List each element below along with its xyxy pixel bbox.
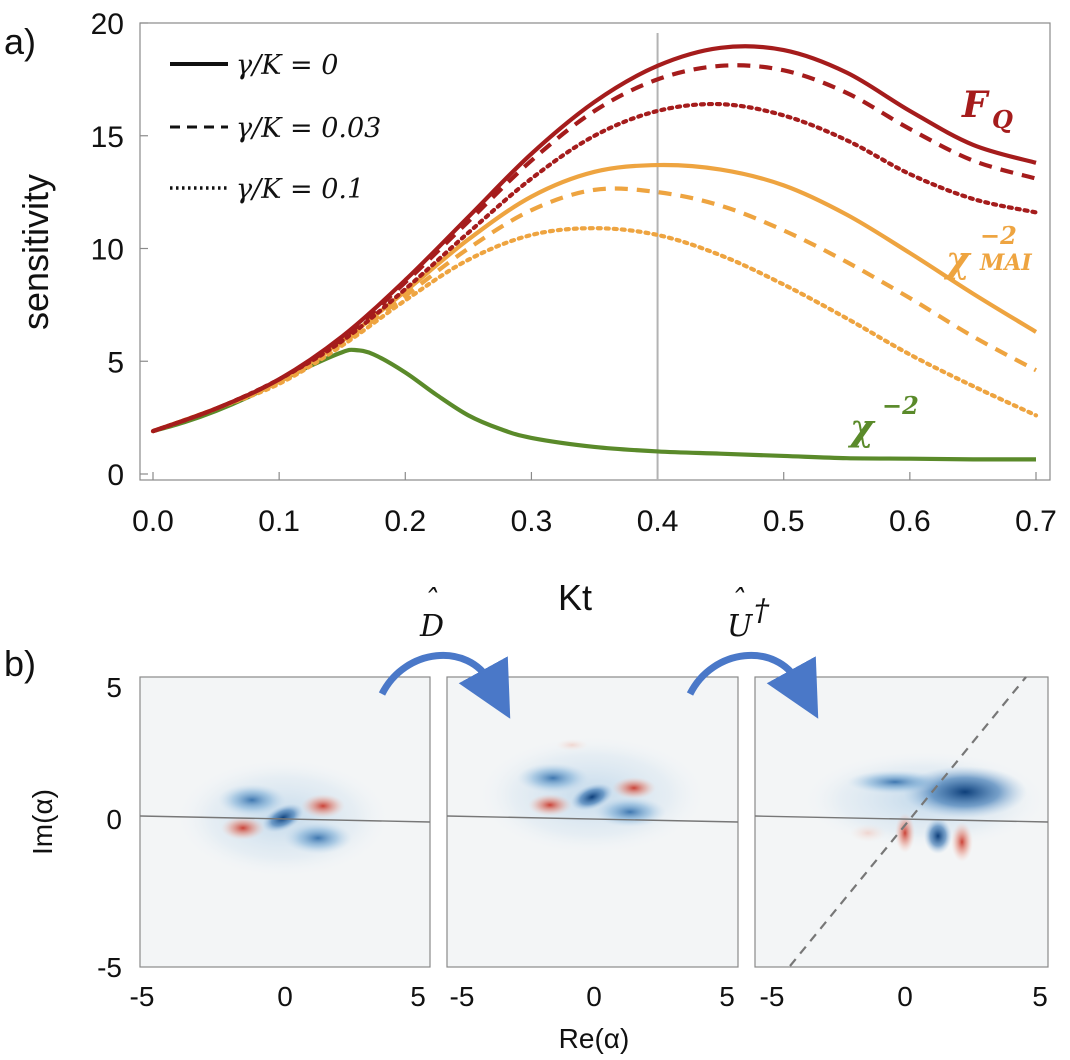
- b1-x-tick-left: -5: [130, 981, 155, 1012]
- x-tick-label: 0.1: [258, 505, 300, 538]
- operator-d-hat: ˆ: [423, 584, 438, 619]
- b3-x-tick-right: 5: [1032, 981, 1048, 1012]
- operator-u-letter: U: [727, 609, 754, 644]
- panel-3-faint-lobe: [850, 824, 886, 842]
- b-y-tick-bottom: -5: [97, 952, 122, 983]
- arrow-d-curve: [378, 651, 511, 719]
- plot-frame: [139, 22, 1051, 481]
- panel-2-red-lobe-left: [528, 794, 572, 816]
- panel-3-red-lobe-right: [951, 822, 973, 862]
- b1-x-tick-right: 5: [410, 981, 426, 1012]
- panel-1-center-lobe: [262, 803, 304, 833]
- series-label-chi: χ −2: [847, 391, 919, 449]
- panel-3-red-lobe-left: [895, 813, 915, 853]
- x-tick-label: 0.0: [132, 505, 174, 538]
- panel-2-faint-lobe: [556, 739, 588, 751]
- x-axis-title: Kt: [558, 577, 592, 618]
- series-line-fq-solid: [152, 44, 1037, 434]
- x-tick-label: 0.3: [511, 505, 553, 538]
- operator-arrow-d: D ˆ: [378, 584, 511, 719]
- panel-a-label: a): [4, 21, 36, 62]
- panel-1-red-lobe-right: [301, 794, 345, 818]
- b-y-tick-mid: 0: [106, 804, 122, 835]
- wigner-panels: D ˆ U ˆ † 5 0 -5 -5 0 5 -5 0 5 -5 0 5 Re…: [27, 584, 1049, 1054]
- operator-d-letter: D: [419, 609, 444, 644]
- mai-label-sup: −2: [980, 221, 1017, 250]
- b2-x-tick-left: -5: [450, 981, 475, 1012]
- panel-2-center-lobe: [570, 783, 614, 811]
- x-tick-label: 0.7: [1015, 505, 1057, 538]
- panel-3-dashed-diagonal: [789, 676, 1027, 967]
- b2-x-tick-mid: 0: [586, 981, 602, 1012]
- y-tick-label: 0: [107, 459, 124, 492]
- panel-2-blue-lobe-upper: [517, 763, 589, 793]
- fq-label-sub: Q: [992, 105, 1013, 134]
- panel-2-axis-line: [446, 815, 739, 823]
- b3-x-tick-mid: 0: [897, 981, 913, 1012]
- x-tick-label: 0.2: [384, 505, 426, 538]
- panel-1-blue-lobe-lower: [284, 822, 352, 854]
- panel-1-blue-lobe-upper: [218, 784, 286, 816]
- operator-u-dagger: †: [754, 593, 770, 628]
- y-tick-label: 15: [91, 121, 124, 154]
- panel-3-axis-line: [754, 815, 1049, 823]
- series-label-fq: F Q: [961, 84, 1013, 134]
- series-line-mai-dotted: [150, 226, 1039, 434]
- wigner-panel-3: [754, 676, 1049, 968]
- legend-dashed-label: γ/K = 0.03: [236, 113, 381, 144]
- axis-ticks: 0.0 0.1 0.2 0.3 0.4 0.5 0.6 0.7 0 5 10 15 20: [91, 8, 1057, 538]
- operator-arrow-u: U ˆ †: [686, 584, 819, 719]
- b1-x-tick-mid: 0: [277, 981, 293, 1012]
- wigner-panel-2: [446, 676, 739, 968]
- b2-x-tick-right: 5: [719, 981, 735, 1012]
- series-label-mai: χ −2 MAI: [943, 221, 1032, 281]
- operator-u-hat: ˆ: [730, 584, 745, 619]
- x-tick-label: 0.5: [763, 505, 805, 538]
- sensitivity-chart: 0.0 0.1 0.2 0.3 0.4 0.5 0.6 0.7 0 5 10 15 20 Kt sens…: [15, 8, 1057, 618]
- legend: γ/K = 0 γ/K = 0.03 γ/K = 0.1: [170, 50, 381, 205]
- wigner-panel-1: [139, 676, 431, 968]
- b-x-axis-title: Re(α): [559, 1023, 630, 1054]
- x-tick-label: 0.6: [889, 505, 931, 538]
- series-line-fq-dotted: [150, 101, 1039, 434]
- arrow-u-curve: [686, 651, 819, 719]
- series-group: [150, 44, 1039, 462]
- chi-label-sup: −2: [882, 391, 919, 420]
- fq-label-main: F: [961, 84, 990, 126]
- y-tick-label: 10: [91, 234, 124, 267]
- chi-label-main: χ: [847, 407, 876, 449]
- x-tick-label: 0.4: [637, 505, 679, 538]
- y-tick-label: 5: [107, 346, 124, 379]
- b-y-axis-title: Im(α): [27, 789, 58, 855]
- panel-2-red-lobe-right: [612, 777, 656, 799]
- panel-3-blue-lobe-small: [924, 818, 952, 854]
- y-axis-title: sensitivity: [15, 174, 56, 330]
- legend-dotted-label: γ/K = 0.1: [236, 174, 364, 205]
- panel-b-label: b): [4, 643, 36, 684]
- mai-label-main: χ: [943, 239, 972, 281]
- b3-x-tick-left: -5: [760, 981, 785, 1012]
- legend-solid-label: γ/K = 0: [236, 50, 338, 81]
- b-y-tick-top: 5: [106, 672, 122, 703]
- panel-1-red-lobe-left: [221, 816, 265, 840]
- panel-1-axis-line: [139, 815, 431, 823]
- y-tick-label: 20: [91, 8, 124, 41]
- mai-label-sub: MAI: [979, 250, 1032, 276]
- panel-3-blue-lobe-upper: [847, 770, 943, 794]
